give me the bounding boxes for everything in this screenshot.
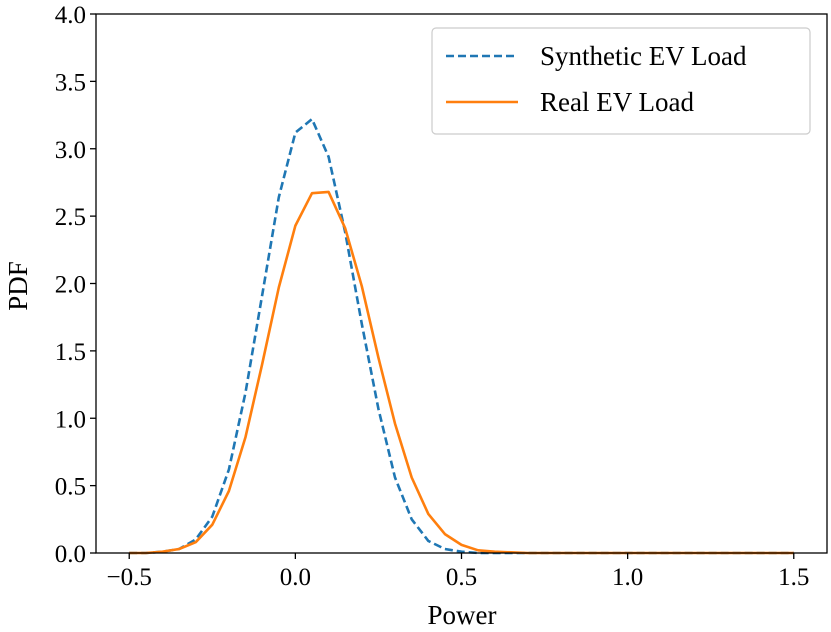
y-axis-label: PDF [3,261,33,311]
y-tick-label: 3.5 [55,69,86,96]
series-layer [129,117,794,555]
y-tick-label: 1.5 [55,339,86,366]
y-tick-label: 2.5 [55,204,86,231]
y-tick-label: 1.0 [55,406,86,433]
y-tick-label: 0.0 [55,541,86,568]
x-tick-label: 0.5 [446,564,477,591]
x-axis-label: Power [428,600,497,630]
series-line-1 [129,117,794,555]
y-tick-label: 3.0 [55,137,86,164]
y-tick-label: 2.0 [55,272,86,299]
y-tick-label: 4.0 [55,2,86,29]
series-line-2 [129,190,794,555]
y-axis-ticks: 0.0 0.5 1.0 1.5 2.0 2.5 3.0 3.5 4.0 [55,2,96,568]
x-tick-label: 1.5 [778,564,809,591]
legend-label-1: Synthetic EV Load [540,41,747,71]
legend-label-2: Real EV Load [540,87,694,117]
y-tick-label: 0.5 [55,474,86,501]
x-axis-ticks: −0.5 0.0 0.5 1.0 1.5 [107,553,809,591]
x-tick-label: 1.0 [612,564,643,591]
x-tick-label: −0.5 [107,564,152,591]
legend: Synthetic EV Load Real EV Load [431,27,811,135]
legend-box [431,27,811,135]
x-tick-label: 0.0 [280,564,311,591]
